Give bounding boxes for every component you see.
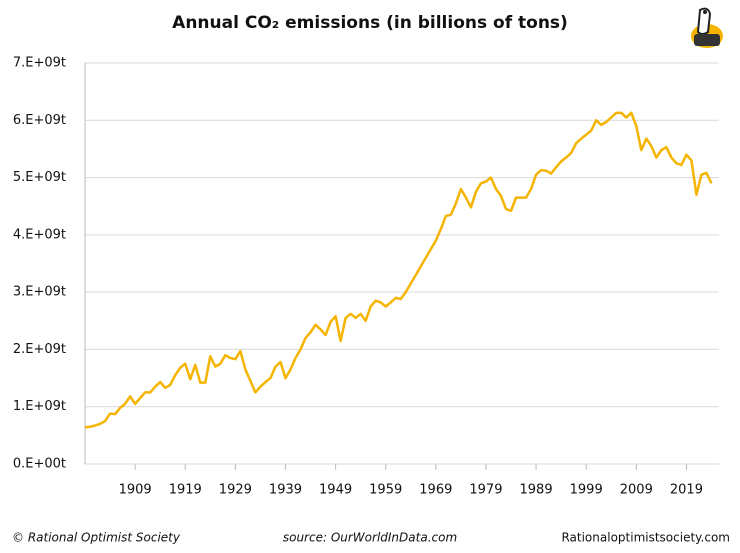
x-tick-label: 1999 xyxy=(570,483,603,498)
x-tick-label: 1949 xyxy=(319,483,352,498)
x-tick-label: 1909 xyxy=(119,483,152,498)
x-tick-label: 1969 xyxy=(419,483,452,498)
website: Rationaloptimistsociety.com xyxy=(561,531,730,545)
x-tick-label: 2009 xyxy=(620,483,653,498)
y-tick-label: 1.E+09t xyxy=(13,399,66,414)
x-tick-label: 1979 xyxy=(469,483,502,498)
y-tick-label: 4.E+09t xyxy=(13,227,66,242)
x-tick-label: 1959 xyxy=(369,483,402,498)
y-tick-label: 5.E+09t xyxy=(13,170,66,185)
credit: © Rational Optimist Society xyxy=(12,531,181,545)
x-tick-label: 2019 xyxy=(670,483,703,498)
y-tick-label: 7.E+09t xyxy=(13,56,66,71)
chart-title: Annual CO₂ emissions (in billions of ton… xyxy=(172,13,568,33)
x-tick-label: 1939 xyxy=(269,483,302,498)
y-tick-label: 3.E+09t xyxy=(13,285,66,300)
source: source: OurWorldInData.com xyxy=(283,531,457,545)
y-tick-label: 6.E+09t xyxy=(13,113,66,128)
data-line xyxy=(84,111,713,429)
x-tick-label: 1989 xyxy=(520,483,553,498)
y-tick-label: 2.E+09t xyxy=(13,342,66,357)
x-tick-label: 1919 xyxy=(169,483,202,498)
logo xyxy=(691,7,723,48)
x-tick-label: 1929 xyxy=(219,483,252,498)
y-tick-label: 0.E+00t xyxy=(13,457,66,472)
